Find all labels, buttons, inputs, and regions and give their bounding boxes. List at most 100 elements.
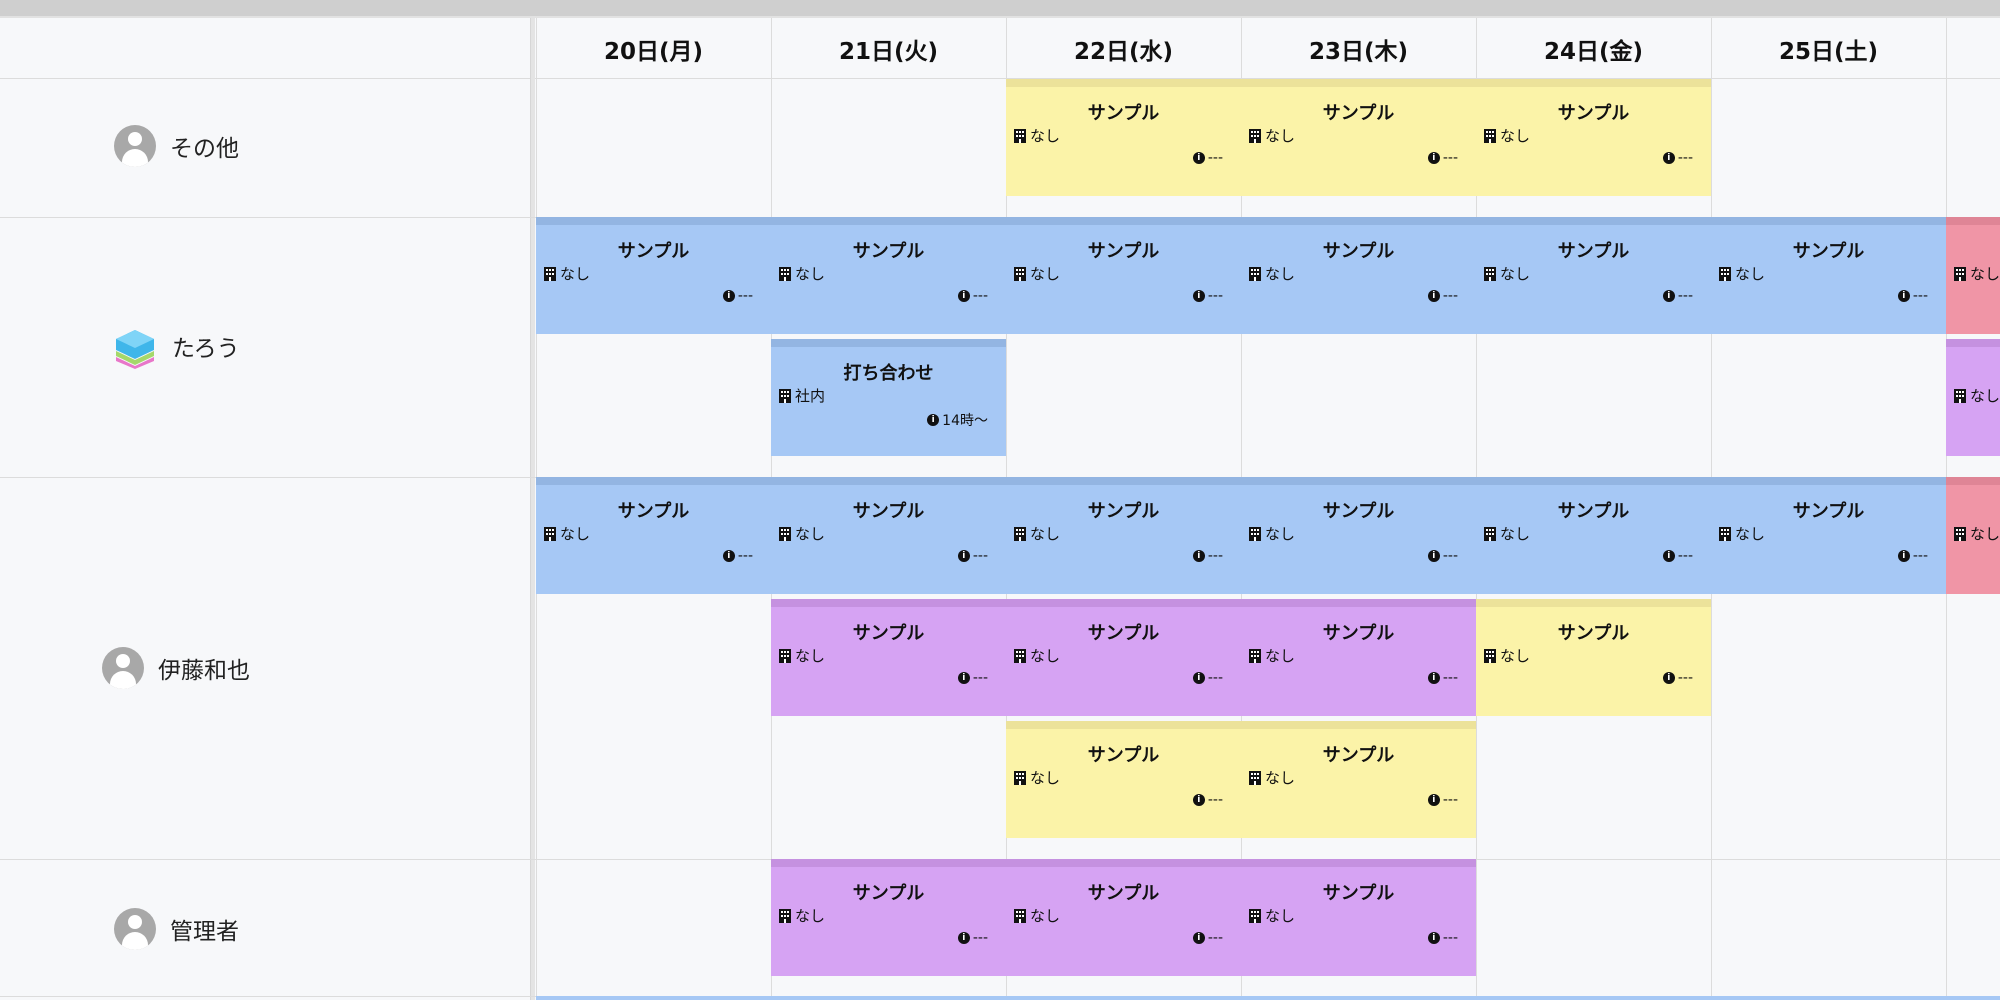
info-icon: i [957, 290, 970, 302]
event-location: なし [1249, 125, 1295, 146]
event-info: i --- [1427, 670, 1458, 686]
event-info: i --- [957, 288, 988, 304]
event-info: i --- [1427, 150, 1458, 166]
day-header-row: 20日(月) 21日(火) 22日(水) 23日(木) 24日(金) 25日(土… [0, 18, 2000, 79]
event-location: なし [1249, 645, 1295, 666]
day-header: 23日(木) [1308, 38, 1409, 65]
event-location: なし [1954, 263, 2000, 284]
default-avatar-icon [114, 125, 156, 167]
event-location: 社内 [779, 385, 825, 406]
building-icon [544, 526, 556, 541]
info-icon: i [1662, 152, 1675, 164]
event-location: なし [779, 523, 825, 544]
event-location: なし [1249, 905, 1295, 926]
event-title: サンプル [1557, 501, 1630, 522]
building-icon [1014, 648, 1026, 663]
default-avatar-icon [114, 908, 156, 950]
event-title: サンプル [1322, 623, 1395, 644]
building-icon [1014, 908, 1026, 923]
event-bar[interactable]: サンプル なし i --- サンプル なし i --- [1006, 721, 1476, 838]
person-row-other[interactable]: その他 [114, 125, 239, 167]
event-location: なし [1014, 125, 1060, 146]
event-title: サンプル [852, 883, 925, 904]
event-bar[interactable]: サンプル なし i --- サンプル なし i --- サンプル なし i --- [771, 599, 1476, 716]
event-title: サンプル [1557, 241, 1630, 262]
event-bar[interactable]: サンプル なし i --- サンプル なし i --- サンプル なし i --- [1006, 79, 1711, 196]
event-title: サンプル [1322, 883, 1395, 904]
building-icon [1484, 648, 1496, 663]
day-header: 24日(金) [1543, 38, 1644, 65]
building-icon [779, 388, 791, 403]
info-icon: i [1192, 290, 1205, 302]
event-info: i --- [1662, 288, 1693, 304]
event-bar[interactable]: サンプル なし i --- サンプル なし i --- サンプル なし i --- サンプル なし i… [536, 477, 1946, 594]
building-icon [1249, 770, 1261, 785]
event-title: サンプル [1557, 103, 1630, 124]
info-icon: i [722, 290, 735, 302]
event-bar[interactable]: 打ち合わせ 社内 i 14時〜 [771, 339, 1006, 456]
person-row-ito[interactable]: 伊藤和也 [102, 647, 250, 689]
event-title: サンプル [1792, 241, 1865, 262]
event-title: サンプル [1322, 103, 1395, 124]
building-icon [779, 526, 791, 541]
person-row-taro[interactable]: たろう [112, 323, 240, 369]
event-title: サンプル [1322, 501, 1395, 522]
info-icon: i [1662, 290, 1675, 302]
event-info: i --- [1192, 792, 1223, 808]
event-location: なし [1954, 385, 2000, 406]
event-bar-partial[interactable]: なし [1946, 477, 2000, 594]
building-icon [1249, 266, 1261, 281]
info-icon: i [1897, 550, 1910, 562]
event-bar[interactable]: サンプル なし i --- サンプル なし i --- サンプル なし i --- サンプル なし i… [536, 217, 1946, 334]
event-location: なし [1484, 263, 1530, 284]
event-info: i 14時〜 [927, 410, 988, 430]
event-info: i --- [1192, 288, 1223, 304]
event-title: サンプル [852, 623, 925, 644]
event-info: i --- [1662, 548, 1693, 564]
person-name: たろう [172, 336, 240, 362]
info-icon: i [927, 414, 940, 426]
building-icon [1249, 908, 1261, 923]
event-title: サンプル [617, 501, 690, 522]
person-name: 伊藤和也 [158, 658, 250, 684]
person-row-admin[interactable]: 管理者 [114, 908, 239, 950]
info-icon: i [1192, 794, 1205, 806]
event-title: サンプル [617, 241, 690, 262]
event-bar-partial[interactable]: なし [1946, 217, 2000, 334]
person-name: 管理者 [170, 919, 239, 945]
day-header: 20日(月) [603, 38, 704, 65]
building-icon [779, 908, 791, 923]
event-location: なし [544, 523, 590, 544]
event-bar[interactable]: サンプル なし i --- サンプル なし i --- サンプル なし i --- [771, 859, 1476, 976]
event-title: サンプル [852, 241, 925, 262]
building-icon [779, 648, 791, 663]
event-bar-partial[interactable]: なし [1946, 339, 2000, 456]
event-location: なし [1014, 767, 1060, 788]
event-location: なし [1014, 523, 1060, 544]
building-icon [1014, 526, 1026, 541]
info-icon: i [1192, 152, 1205, 164]
event-bar[interactable]: サンプルなし i --- [1476, 599, 1711, 716]
event-info: i --- [957, 930, 988, 946]
event-title: サンプル [1087, 883, 1160, 904]
event-location: なし [1014, 645, 1060, 666]
event-title: 打ち合わせ [843, 363, 934, 384]
event-title: サンプル [1557, 623, 1630, 644]
event-info: i --- [1662, 670, 1693, 686]
building-icon [1014, 770, 1026, 785]
event-info: i --- [722, 548, 753, 564]
event-info: i --- [1897, 288, 1928, 304]
event-info: i --- [957, 548, 988, 564]
event-location: なし [1014, 905, 1060, 926]
info-icon: i [1427, 672, 1440, 684]
event-location: なし [1014, 263, 1060, 284]
event-info: i --- [1192, 930, 1223, 946]
event-info: i --- [1192, 150, 1223, 166]
person-name: その他 [170, 136, 239, 162]
info-icon: i [1427, 932, 1440, 944]
event-title: サンプル [1087, 745, 1160, 766]
event-title: サンプル [1087, 501, 1160, 522]
day-header: 22日(水) [1073, 38, 1174, 65]
event-location: なし [1484, 645, 1530, 666]
event-info: i --- [1192, 670, 1223, 686]
